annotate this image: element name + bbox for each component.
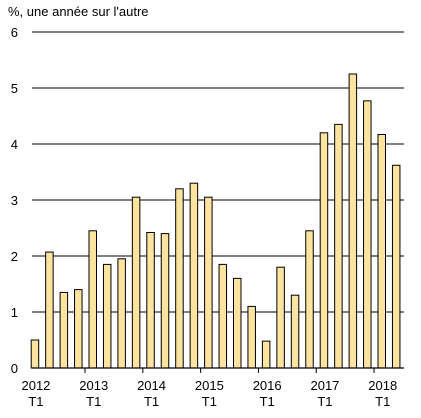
bar: [74, 289, 83, 369]
x-tick-label-year: 2016: [253, 378, 282, 393]
bar: [290, 294, 300, 369]
bar: [59, 291, 69, 369]
bar: [348, 73, 358, 369]
bar: [218, 263, 228, 369]
x-tick-label-year: 2013: [79, 378, 108, 393]
bar: [247, 305, 256, 369]
bar: [319, 132, 329, 369]
x-tick-label-year: 2015: [195, 378, 224, 393]
y-tick-label: 3: [11, 193, 18, 208]
x-tick-label-year: 2017: [310, 378, 339, 393]
bar: [204, 196, 213, 369]
x-tick-label-quarter: T1: [202, 394, 217, 409]
bar: [391, 164, 401, 369]
bar: [146, 231, 155, 369]
bar: [233, 277, 242, 369]
y-axis-label: %, une année sur l'autre: [8, 4, 149, 19]
bar: [305, 230, 314, 369]
x-tick-label-year: 2012: [21, 378, 50, 393]
y-tick-label: 6: [11, 25, 18, 40]
y-tick-label: 5: [11, 81, 18, 96]
bar: [261, 340, 271, 369]
x-tick-label-quarter: T1: [144, 394, 159, 409]
bar: [276, 266, 285, 369]
bar: [363, 100, 372, 369]
bar: [88, 230, 97, 369]
gridlines: [32, 31, 404, 313]
x-tick-label-quarter: T1: [260, 394, 275, 409]
y-tick-label: 4: [11, 137, 18, 152]
x-tick-labels: 2012T12013T12014T12015T12016T12017T12018…: [21, 378, 397, 409]
bar: [30, 339, 40, 369]
y-tick-label: 1: [11, 305, 18, 320]
bar: [160, 233, 170, 369]
y-tick-label: 0: [11, 361, 18, 376]
x-tick-label-quarter: T1: [317, 394, 332, 409]
bar: [131, 196, 141, 369]
y-tick-labels: 0 1 2 3 4 5 6: [11, 25, 18, 376]
x-tick-label-year: 2018: [368, 378, 397, 393]
bars: [30, 73, 401, 369]
bar: [189, 182, 199, 369]
x-tick-label-quarter: T1: [375, 394, 390, 409]
bar: [102, 263, 112, 369]
x-tick-marks: [84, 368, 375, 373]
bar: [117, 258, 126, 369]
x-tick-label-quarter: T1: [28, 394, 43, 409]
bar: [377, 133, 386, 369]
y-tick-label: 2: [11, 249, 18, 264]
x-tick-label-year: 2014: [137, 378, 166, 393]
bar: [334, 123, 343, 369]
x-tick-label-quarter: T1: [86, 394, 101, 409]
bar: [175, 188, 184, 369]
bar: [45, 251, 54, 369]
